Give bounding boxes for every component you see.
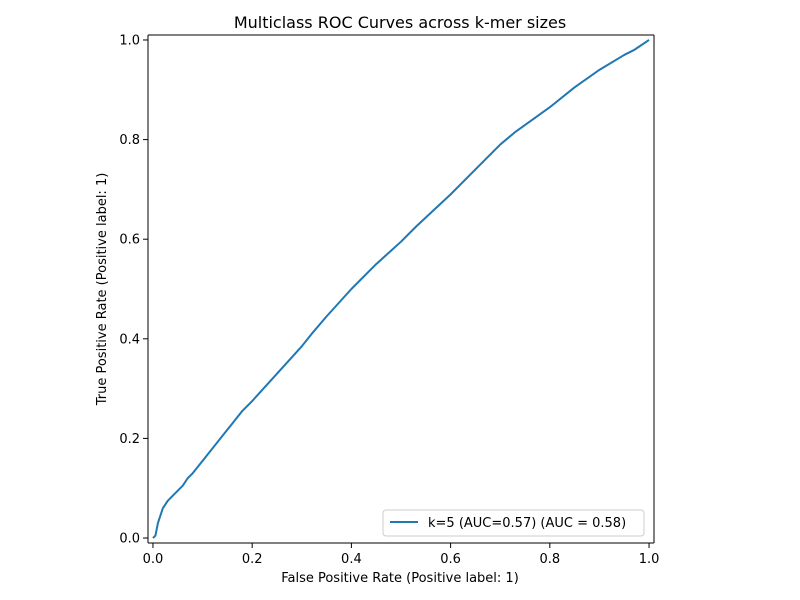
axes-frame [147, 34, 655, 544]
y-tick-label: 0.4 [119, 332, 140, 347]
plot-area: 0.0 0.2 0.4 0.6 0.8 1.0 0.0 0.2 0.4 0.6 0.8 1.0 [119, 33, 659, 567]
y-tick-label: 1.0 [119, 33, 140, 48]
x-tick-label: 0.6 [440, 552, 461, 567]
roc-curve-line [152, 39, 650, 539]
x-axis-ticks: 0.0 0.2 0.4 0.6 0.8 1.0 [143, 543, 660, 567]
legend-box [382, 509, 645, 537]
x-axis-label: False Positive Rate (Positive label: 1) [281, 571, 519, 586]
legend: k=5 (AUC=0.57) (AUC = 0.58) [382, 509, 645, 537]
y-tick-label: 0.2 [119, 432, 140, 447]
y-tick-label: 0.6 [119, 233, 140, 248]
plot-background [148, 35, 654, 543]
legend-entry-label: k=5 (AUC=0.57) (AUC = 0.58) [428, 516, 626, 531]
y-tick-label: 0.0 [119, 532, 140, 547]
chart-title: Multiclass ROC Curves across k-mer sizes [234, 13, 566, 32]
x-tick-label: 0.2 [242, 552, 263, 567]
x-tick-label: 0.0 [143, 552, 164, 567]
x-tick-label: 0.8 [539, 552, 560, 567]
y-tick-label: 0.8 [119, 133, 140, 148]
x-tick-label: 1.0 [639, 552, 660, 567]
y-axis-ticks: 0.0 0.2 0.4 0.6 0.8 1.0 [119, 33, 148, 547]
series-layer [152, 39, 650, 539]
x-tick-label: 0.4 [341, 552, 362, 567]
y-axis-label: True Positive Rate (Positive label: 1) [95, 173, 110, 407]
